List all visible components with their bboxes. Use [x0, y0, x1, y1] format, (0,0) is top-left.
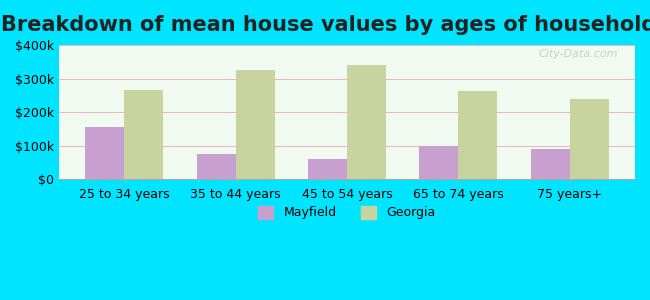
- Bar: [531, 149, 570, 179]
- Bar: [235, 70, 274, 179]
- Bar: [570, 99, 609, 179]
- Bar: [196, 154, 235, 179]
- Text: City-Data.com: City-Data.com: [538, 49, 617, 59]
- Bar: [347, 65, 386, 179]
- Bar: [308, 159, 347, 179]
- Bar: [458, 91, 497, 179]
- Bar: [124, 90, 163, 179]
- Legend: Mayfield, Georgia: Mayfield, Georgia: [254, 201, 441, 224]
- Title: Breakdown of mean house values by ages of householders: Breakdown of mean house values by ages o…: [1, 15, 650, 35]
- Bar: [85, 127, 124, 179]
- Bar: [419, 146, 458, 179]
